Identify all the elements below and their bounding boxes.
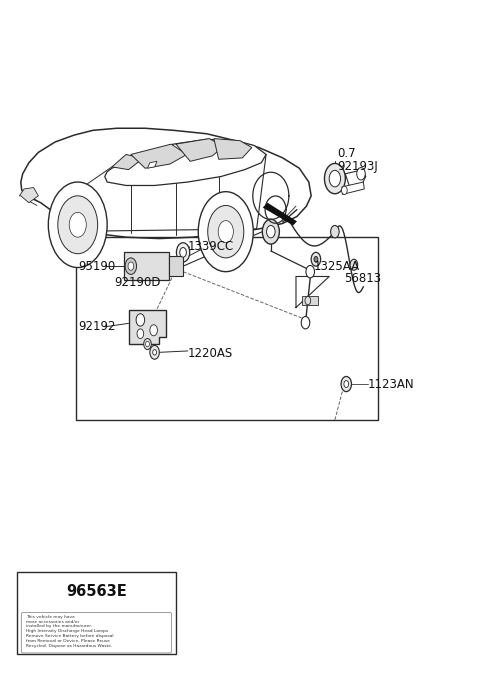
Circle shape <box>350 259 358 270</box>
Circle shape <box>144 338 151 350</box>
Circle shape <box>177 243 190 262</box>
Circle shape <box>344 381 348 388</box>
Circle shape <box>198 192 253 272</box>
Polygon shape <box>21 129 311 238</box>
Polygon shape <box>214 138 252 159</box>
FancyBboxPatch shape <box>21 613 172 653</box>
Text: installed by the manufacturer.: installed by the manufacturer. <box>25 624 92 628</box>
Circle shape <box>180 247 186 257</box>
Text: 1339CC: 1339CC <box>188 240 234 253</box>
Circle shape <box>58 196 97 254</box>
Bar <box>124 252 169 280</box>
Circle shape <box>128 262 134 270</box>
Text: Recycled. Dispose as Hazardous Waste.: Recycled. Dispose as Hazardous Waste. <box>25 644 112 648</box>
Circle shape <box>145 341 149 347</box>
Bar <box>169 256 183 277</box>
Polygon shape <box>112 154 143 170</box>
Polygon shape <box>342 182 364 195</box>
Text: 1325AA: 1325AA <box>313 260 360 272</box>
Circle shape <box>324 163 345 194</box>
Polygon shape <box>19 188 38 203</box>
Circle shape <box>125 258 137 275</box>
Circle shape <box>208 206 244 258</box>
Circle shape <box>305 297 311 304</box>
Circle shape <box>136 313 144 326</box>
Text: 56813: 56813 <box>344 272 382 285</box>
Text: 92190D: 92190D <box>114 275 161 288</box>
Circle shape <box>150 325 157 336</box>
Circle shape <box>137 329 144 338</box>
Circle shape <box>301 316 310 329</box>
Polygon shape <box>147 161 157 168</box>
Circle shape <box>153 350 156 355</box>
Circle shape <box>48 182 107 268</box>
Circle shape <box>329 170 341 187</box>
Circle shape <box>341 377 351 391</box>
Circle shape <box>218 220 233 243</box>
Circle shape <box>150 345 159 359</box>
Polygon shape <box>301 297 318 304</box>
Polygon shape <box>176 138 223 161</box>
Circle shape <box>357 167 365 180</box>
Circle shape <box>262 219 279 244</box>
Circle shape <box>342 186 347 195</box>
Circle shape <box>314 256 318 262</box>
Text: High Intensity Discharge Head Lamps: High Intensity Discharge Head Lamps <box>25 629 108 633</box>
Text: 92193J: 92193J <box>338 161 379 173</box>
Text: 96563E: 96563E <box>66 584 127 599</box>
Polygon shape <box>345 170 366 188</box>
Circle shape <box>311 252 321 266</box>
Bar <box>17 571 176 654</box>
Text: This vehicle may have: This vehicle may have <box>25 615 74 619</box>
Text: Remove Service Battery before disposal: Remove Service Battery before disposal <box>25 634 113 638</box>
Polygon shape <box>131 144 187 168</box>
Circle shape <box>331 225 339 238</box>
Polygon shape <box>105 139 266 186</box>
Circle shape <box>306 265 314 278</box>
Bar <box>76 237 378 420</box>
Circle shape <box>266 225 275 238</box>
Polygon shape <box>129 309 167 344</box>
Text: 1123AN: 1123AN <box>368 377 415 391</box>
Text: 1220AS: 1220AS <box>188 347 233 359</box>
Text: 0.7: 0.7 <box>337 147 356 160</box>
Text: more accessories and/or: more accessories and/or <box>25 619 79 623</box>
Text: 95190: 95190 <box>79 260 116 272</box>
Polygon shape <box>263 203 297 225</box>
Text: from Removal or Device, Please Reuse: from Removal or Device, Please Reuse <box>25 639 109 643</box>
Circle shape <box>69 213 86 237</box>
Text: 92192: 92192 <box>79 320 116 334</box>
